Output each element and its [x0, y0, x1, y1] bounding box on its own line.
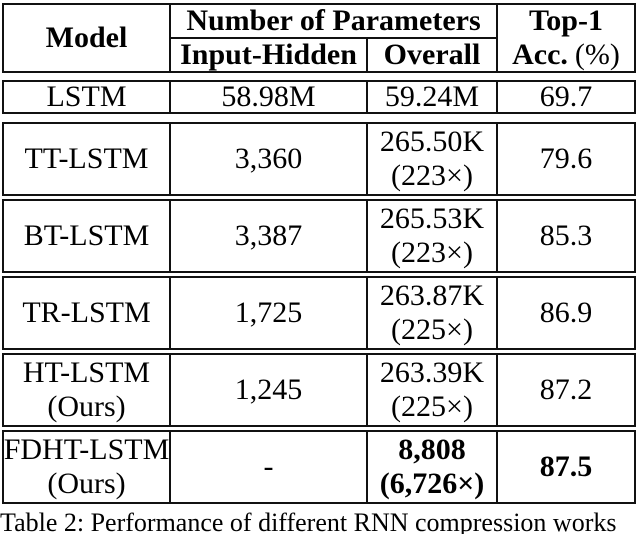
- compression-ratio: (225×): [391, 390, 473, 423]
- overall-cell: 265.53K (223×): [368, 201, 498, 271]
- input-hidden-cell: 3,387: [171, 201, 368, 271]
- overall-value: 263.39K: [379, 356, 485, 389]
- overall-cell: 263.87K (225×): [368, 278, 498, 348]
- accuracy-cell: 86.9: [539, 296, 593, 329]
- input-hidden-cell: 1,725: [171, 278, 368, 348]
- compression-ratio: (6,726×): [379, 467, 485, 500]
- model-cell: FDHT-LSTM (Ours): [4, 432, 171, 502]
- header-acc-label: Acc.: [512, 38, 568, 71]
- model-name: FDHT-LSTM: [4, 433, 170, 466]
- table-row: HT-LSTM (Ours) 1,245 263.39K (225×) 87.2: [2, 353, 636, 427]
- model-cell: TR-LSTM: [4, 278, 171, 348]
- accuracy-cell: 87.2: [539, 373, 593, 406]
- header-pct-label: (%): [574, 38, 620, 71]
- overall-cell: 59.24M: [368, 82, 498, 112]
- input-hidden-cell: 1,245: [171, 355, 368, 425]
- model-name: LSTM: [46, 82, 127, 112]
- model-name: BT-LSTM: [23, 219, 150, 252]
- header-input-hidden: Input-Hidden: [171, 39, 368, 71]
- accuracy-cell: 87.5: [539, 450, 593, 483]
- compression-ratio: (223×): [391, 159, 473, 192]
- table-header: Model Number of Parameters Input-Hidden …: [2, 3, 636, 73]
- table-row: TR-LSTM 1,725 263.87K (225×) 86.9: [2, 276, 636, 350]
- model-name: TR-LSTM: [22, 296, 151, 329]
- results-table: Model Number of Parameters Input-Hidden …: [2, 3, 636, 507]
- model-cell: LSTM: [4, 82, 171, 112]
- compression-ratio: (225×): [391, 313, 473, 346]
- overall-value: 265.53K: [379, 202, 485, 235]
- table-row: FDHT-LSTM (Ours) - 8,808 (6,726×) 87.5: [2, 430, 636, 504]
- model-cell: BT-LSTM: [4, 201, 171, 271]
- header-top1-acc: Top-1 Acc. (%): [498, 5, 634, 71]
- input-hidden-cell: 58.98M: [171, 82, 368, 112]
- table-row: LSTM 58.98M 59.24M 69.7: [2, 80, 636, 114]
- header-top1-line2: Acc. (%): [512, 38, 620, 71]
- model-cell: TT-LSTM: [4, 124, 171, 194]
- table-caption: Table 2: Performance of different RNN co…: [0, 508, 617, 534]
- table-row: TT-LSTM 3,360 265.50K (223×) 79.6: [2, 122, 636, 196]
- input-hidden-cell: 3,360: [171, 124, 368, 194]
- compression-ratio: (223×): [391, 236, 473, 269]
- header-number-of-parameters: Number of Parameters: [171, 5, 498, 39]
- table-row: BT-LSTM 3,387 265.53K (223×) 85.3: [2, 199, 636, 273]
- input-hidden-cell: -: [171, 432, 368, 502]
- overall-value: 265.50K: [379, 125, 485, 158]
- model-ours-label: (Ours): [47, 390, 126, 423]
- header-top1-line1: Top-1: [529, 5, 603, 37]
- header-model: Model: [4, 5, 171, 71]
- model-ours-label: (Ours): [47, 467, 126, 500]
- overall-value: 59.24M: [384, 82, 480, 112]
- overall-value: 263.87K: [379, 279, 485, 312]
- overall-value: 8,808: [398, 433, 466, 466]
- overall-cell: 263.39K (225×): [368, 355, 498, 425]
- model-name: HT-LSTM: [22, 356, 151, 389]
- model-cell: HT-LSTM (Ours): [4, 355, 171, 425]
- overall-cell: 8,808 (6,726×): [368, 432, 498, 502]
- accuracy-cell: 69.7: [539, 82, 593, 112]
- accuracy-cell: 85.3: [539, 219, 593, 252]
- accuracy-cell: 79.6: [539, 142, 593, 175]
- overall-cell: 265.50K (223×): [368, 124, 498, 194]
- model-name: TT-LSTM: [24, 142, 149, 175]
- header-overall: Overall: [368, 39, 498, 71]
